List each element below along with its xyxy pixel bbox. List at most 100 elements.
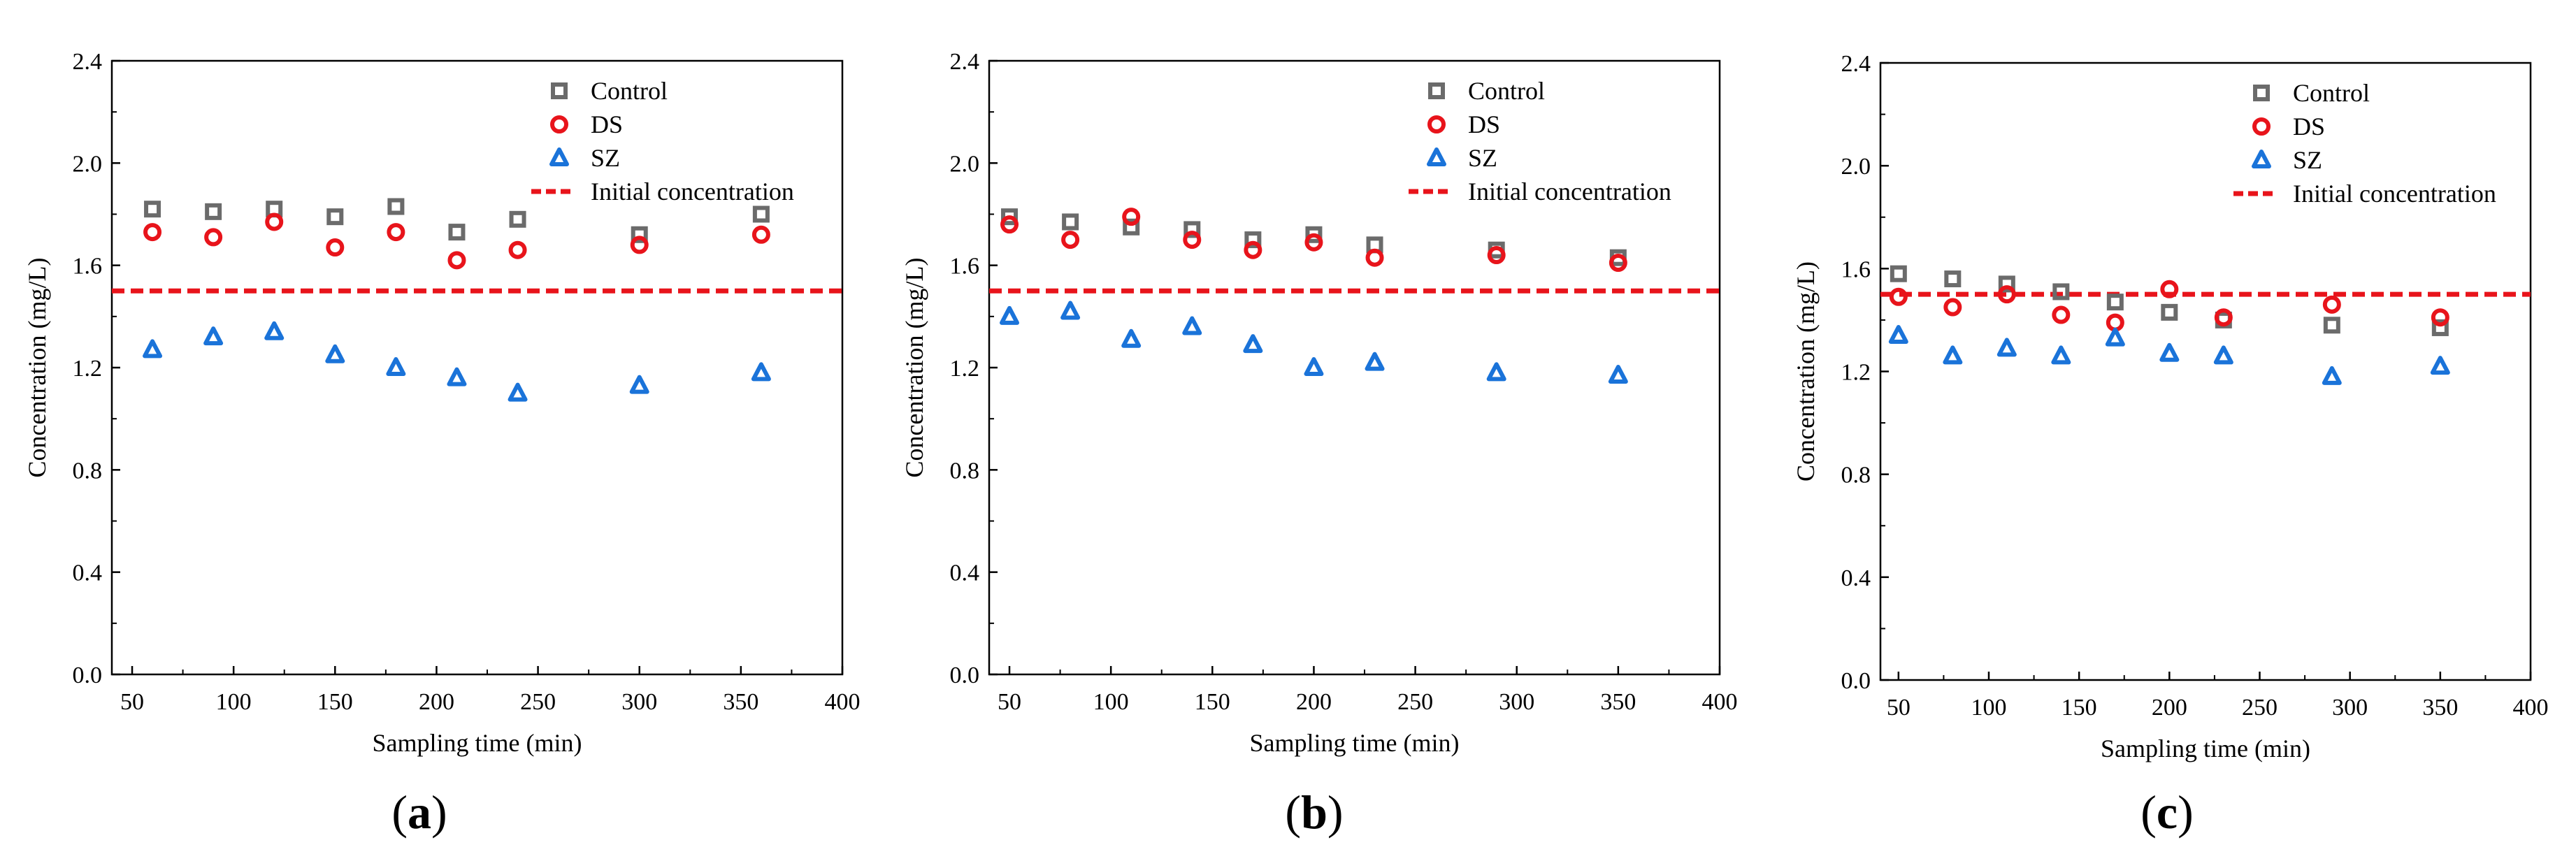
legend: Control DS SZ Initial concentration bbox=[2233, 79, 2496, 208]
panel-label-close-paren: ) bbox=[1327, 786, 1344, 839]
legend-label-ds: DS bbox=[591, 110, 623, 138]
y-tick-label: 2.0 bbox=[1841, 154, 1871, 180]
data-point-ds bbox=[1061, 231, 1080, 249]
data-point-sz bbox=[508, 382, 528, 402]
panel-label-open-paren: ( bbox=[1285, 786, 1301, 839]
x-tick-label: 400 bbox=[1702, 689, 1738, 715]
legend-label-ds: DS bbox=[2293, 113, 2325, 140]
data-point-sz bbox=[2430, 356, 2450, 375]
plot-frame bbox=[988, 59, 1721, 676]
data-point-ds bbox=[1000, 215, 1019, 234]
series-sz bbox=[1000, 301, 1628, 384]
x-tick-label: 150 bbox=[2061, 695, 2097, 721]
y-tick-label: 1.2 bbox=[73, 356, 103, 382]
data-point-ds bbox=[751, 225, 770, 244]
legend-label-sz: SZ bbox=[1468, 144, 1497, 172]
data-point-sz bbox=[1182, 316, 1202, 335]
legend-marker-control bbox=[1428, 82, 1445, 99]
data-point-sz bbox=[1943, 345, 1963, 365]
data-point-sz bbox=[203, 326, 224, 346]
panel-label-close-paren: ) bbox=[431, 786, 447, 839]
data-point-control bbox=[2431, 319, 2449, 336]
data-point-ds bbox=[2160, 280, 2179, 298]
data-point-sz bbox=[1060, 301, 1081, 320]
data-point-control bbox=[1244, 231, 1262, 249]
x-tick-label: 50 bbox=[998, 689, 1021, 715]
panel-label-letter: c bbox=[2157, 786, 2178, 839]
legend-marker-control bbox=[2253, 85, 2270, 101]
legend-marker-ds bbox=[1427, 115, 1446, 133]
y-tick-label: 1.6 bbox=[950, 254, 980, 280]
x-tick-label: 50 bbox=[120, 689, 144, 715]
x-tick-label: 400 bbox=[825, 689, 861, 715]
x-tick-label: 200 bbox=[1296, 689, 1332, 715]
legend-marker-control bbox=[551, 82, 568, 99]
series-control bbox=[144, 198, 770, 243]
data-point-control bbox=[1890, 265, 1907, 282]
data-point-control bbox=[1183, 221, 1201, 238]
data-point-ds bbox=[326, 238, 345, 257]
plot-frame bbox=[110, 59, 844, 676]
data-point-ds bbox=[1487, 246, 1506, 265]
data-point-ds bbox=[1997, 285, 2016, 304]
panel-label: (c) bbox=[2140, 786, 2194, 839]
y-tick-label: 0.0 bbox=[1841, 668, 1871, 694]
data-point-ds bbox=[2431, 308, 2449, 327]
data-point-sz bbox=[1000, 305, 1020, 325]
panel-c: 50 100 150 200 250 300 350 400 0.0 0.4 0.8 1.2 1.6 2.… bbox=[1792, 51, 2549, 839]
data-point-sz bbox=[1608, 364, 1628, 384]
series-ds bbox=[1000, 208, 1627, 273]
x-tick-label: 250 bbox=[1397, 689, 1433, 715]
data-point-control bbox=[2052, 283, 2070, 301]
data-point-sz bbox=[751, 362, 771, 382]
x-tick-label: 350 bbox=[723, 689, 758, 715]
legend-label-initial-concentration: Initial concentration bbox=[1468, 178, 1671, 205]
data-point-sz bbox=[1365, 352, 1385, 371]
y-tick-label: 1.2 bbox=[1841, 360, 1871, 386]
data-point-ds bbox=[2106, 313, 2124, 332]
x-tick-label: 200 bbox=[419, 689, 454, 715]
data-point-ds bbox=[143, 223, 162, 242]
y-tick-label: 0.4 bbox=[73, 560, 103, 586]
x-tick-label: 100 bbox=[216, 689, 252, 715]
legend-label-control: Control bbox=[1468, 77, 1545, 105]
data-point-control bbox=[1998, 275, 2015, 293]
legend-label-control: Control bbox=[591, 77, 668, 105]
data-point-sz bbox=[2213, 345, 2233, 365]
data-point-control bbox=[1944, 270, 1962, 288]
panel-label: (b) bbox=[1285, 786, 1343, 839]
data-point-ds bbox=[265, 212, 284, 231]
x-tick-label: 300 bbox=[1499, 689, 1534, 715]
data-point-sz bbox=[1486, 362, 1506, 382]
y-tick-label: 0.8 bbox=[950, 458, 980, 484]
data-point-ds bbox=[1943, 298, 1962, 317]
data-point-ds bbox=[204, 228, 223, 247]
data-point-control bbox=[1062, 213, 1079, 231]
y-axis-label: Concentration (mg/L) bbox=[900, 258, 928, 478]
data-point-sz bbox=[325, 344, 345, 363]
data-point-control bbox=[144, 201, 161, 218]
data-point-sz bbox=[1996, 338, 2017, 357]
legend-label-sz: SZ bbox=[591, 144, 620, 172]
y-tick-label: 0.4 bbox=[950, 560, 980, 586]
legend-label-ds: DS bbox=[1468, 110, 1500, 138]
legend-label-initial-concentration: Initial concentration bbox=[2293, 180, 2496, 208]
x-tick-label: 350 bbox=[2422, 695, 2458, 721]
panel-label-open-paren: ( bbox=[2140, 786, 2157, 839]
data-point-control bbox=[2106, 294, 2124, 311]
data-point-ds bbox=[1183, 231, 1202, 249]
data-point-ds bbox=[1122, 208, 1141, 226]
y-tick-label: 2.0 bbox=[950, 151, 980, 177]
data-point-ds bbox=[387, 223, 405, 242]
x-tick-label: 300 bbox=[2332, 695, 2368, 721]
data-point-control bbox=[205, 203, 222, 220]
legend: Control DS SZ Initial concentration bbox=[531, 77, 794, 205]
data-point-control bbox=[631, 226, 648, 243]
x-tick-label: 250 bbox=[520, 689, 556, 715]
series-control bbox=[1890, 265, 2449, 336]
data-point-control bbox=[2161, 303, 2178, 321]
data-point-sz bbox=[447, 367, 467, 386]
data-point-sz bbox=[1304, 357, 1324, 376]
data-point-ds bbox=[1889, 287, 1908, 306]
